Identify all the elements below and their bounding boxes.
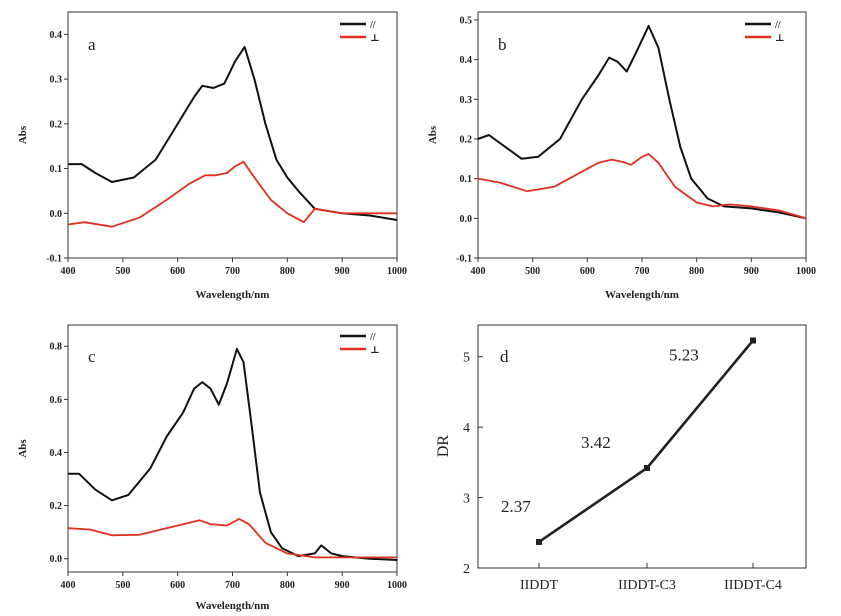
x-tick-label: 800 <box>280 266 295 277</box>
x-tick-label: 600 <box>580 266 595 277</box>
y-axis-label: Abs <box>17 439 29 458</box>
y-tick-label: 0.2 <box>50 501 63 512</box>
panel-letter: b <box>498 35 507 54</box>
y-tick-label: 0.1 <box>50 164 63 175</box>
y-tick-label: 0.2 <box>50 119 63 130</box>
y-tick-label: 0.3 <box>460 95 473 106</box>
x-tick-label: 400 <box>61 580 76 591</box>
perpendicular-series-line <box>67 518 397 559</box>
y-tick-label: 3 <box>463 492 470 507</box>
x-category-label: IIDDT <box>520 578 559 593</box>
panel-b-absorbance-chart: 400 500 600 700 800 900 1000 -0.1 0.0 0.1 0.2 0.3 0.… <box>427 11 816 301</box>
legend-entry: ⊥ <box>775 33 785 44</box>
dr-data-label: 5.23 <box>669 345 699 364</box>
perpendicular-series-line <box>67 160 397 228</box>
legend-entry: // <box>369 332 376 343</box>
y-tick-label: 0.0 <box>50 554 63 565</box>
y-tick-label: 0.2 <box>460 134 473 145</box>
x-axis-label: Wavelength/nm <box>196 600 270 612</box>
dr-data-label: 2.37 <box>501 497 531 516</box>
x-axis-label: Wavelength/nm <box>605 289 679 301</box>
panel-letter: c <box>88 347 96 366</box>
panel-c-absorbance-chart: 400 500 600 700 800 900 1000 0.0 0.2 0.4 0.6 0.8 Wav… <box>17 324 407 612</box>
y-tick-label: -0.1 <box>456 254 472 265</box>
plot-frame <box>477 324 807 569</box>
perpendicular-series-line <box>477 153 807 220</box>
x-tick-label: 900 <box>744 266 759 277</box>
y-tick-label: 0.3 <box>50 75 63 86</box>
x-tick-label: 500 <box>115 580 130 591</box>
y-tick-label: 0.4 <box>460 55 473 66</box>
parallel-series-line <box>68 347 398 561</box>
y-tick-label: 0.8 <box>50 342 63 353</box>
x-tick-label: 1000 <box>387 580 407 591</box>
x-tick-label: 500 <box>115 266 130 277</box>
plot-frame <box>477 11 807 259</box>
legend-entry: ⊥ <box>370 33 380 44</box>
x-category-label: IIDDT-C3 <box>618 578 676 593</box>
x-tick-label: 600 <box>170 580 185 591</box>
x-tick-label: 500 <box>525 266 540 277</box>
x-category-label: IIDDT-C4 <box>724 578 782 593</box>
y-tick-label: 0.4 <box>50 30 63 41</box>
y-tick-label: 5 <box>463 351 470 366</box>
panel-letter: d <box>500 347 509 366</box>
y-tick-label: 0.6 <box>50 395 63 406</box>
legend-entry: ⊥ <box>370 345 380 356</box>
legend-entry: // <box>369 20 376 31</box>
x-tick-label: 600 <box>170 266 185 277</box>
x-tick-label: 1000 <box>387 266 407 277</box>
y-tick-label: 2 <box>463 562 470 577</box>
x-tick-label: 700 <box>225 580 240 591</box>
x-tick-label: 700 <box>225 266 240 277</box>
dr-data-label: 3.42 <box>581 433 611 452</box>
x-tick-label: 900 <box>335 580 350 591</box>
x-tick-label: 900 <box>335 266 350 277</box>
x-tick-label: 700 <box>635 266 650 277</box>
panel-a-absorbance-chart: 400 500 600 700 800 900 1000 -0.1 0.0 0.1 0.2 0.3 0.… <box>17 11 407 301</box>
parallel-series-line <box>477 24 807 220</box>
dr-data-point <box>644 464 650 471</box>
y-tick-label: 4 <box>463 421 470 436</box>
x-axis-label: Wavelength/nm <box>196 289 270 301</box>
y-tick-label: 0.0 <box>460 214 473 225</box>
dr-series-line <box>538 339 754 543</box>
x-tick-label: 800 <box>689 266 704 277</box>
x-tick-label: 800 <box>280 580 295 591</box>
y-tick-label: 0.4 <box>50 448 63 459</box>
x-tick-label: 1000 <box>796 266 816 277</box>
x-tick-label: 400 <box>471 266 486 277</box>
panel-letter: a <box>88 35 96 54</box>
panel-d-dichroic-ratio-chart: 2 3 4 5 IIDDT IIDDT-C3 IIDDT-C4 2.37 3.42 5.23 DR d <box>435 324 807 593</box>
legend-entry: // <box>774 20 781 31</box>
y-axis-label: DR <box>435 435 452 458</box>
dr-data-point <box>750 337 756 344</box>
plot-frame <box>67 11 398 259</box>
dr-data-point <box>536 538 542 545</box>
y-axis-label: Abs <box>17 125 29 144</box>
parallel-series-line <box>68 45 398 221</box>
y-tick-label: 0.1 <box>460 174 473 185</box>
x-tick-label: 400 <box>61 266 76 277</box>
y-tick-label: 0.5 <box>460 15 473 26</box>
y-tick-label: 0.0 <box>50 209 63 220</box>
y-axis-label: Abs <box>427 125 439 144</box>
y-tick-label: -0.1 <box>46 254 62 265</box>
